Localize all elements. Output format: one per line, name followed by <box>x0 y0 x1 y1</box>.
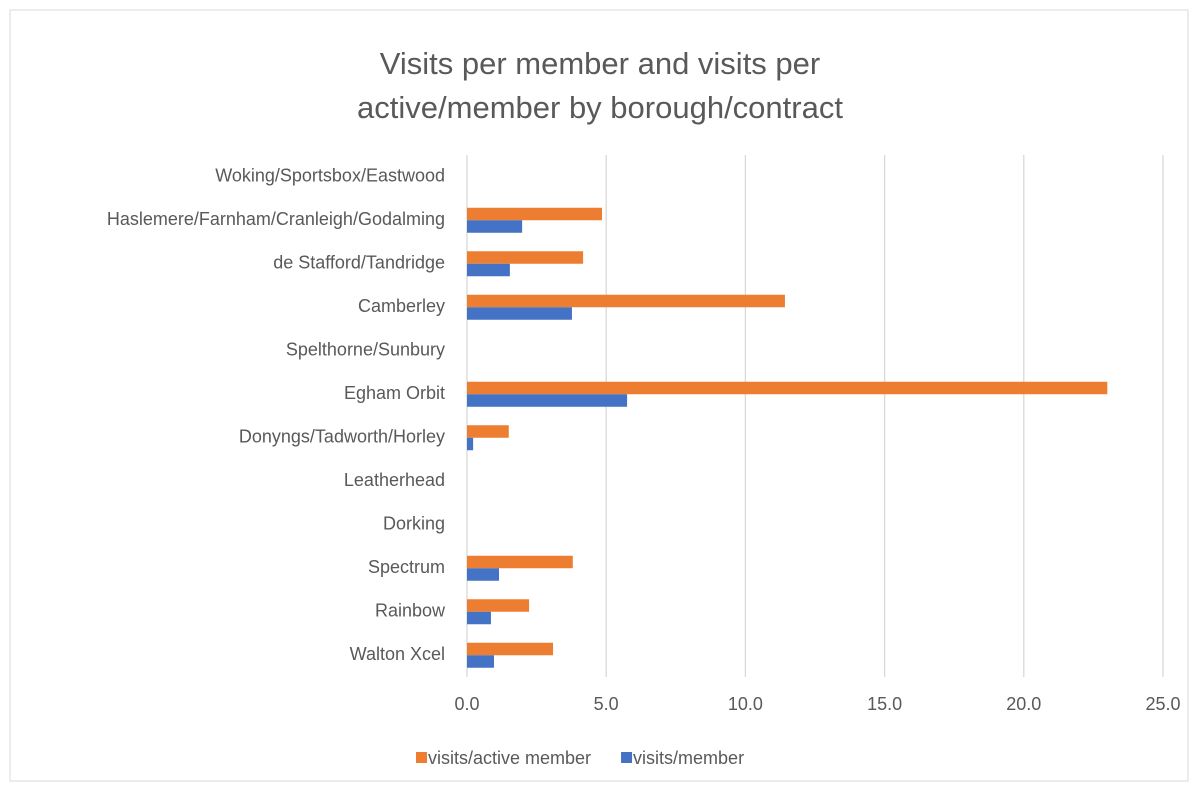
y-tick-label: Camberley <box>358 296 445 316</box>
y-tick-label: Dorking <box>383 514 445 534</box>
chart-title: Visits per member and visits per active/… <box>357 46 843 125</box>
bar <box>467 642 554 656</box>
bar <box>467 555 573 569</box>
bar <box>467 568 500 581</box>
legend-swatch <box>416 752 427 763</box>
y-tick-label: Egham Orbit <box>344 383 445 403</box>
bar <box>467 307 572 320</box>
bar <box>467 381 1108 395</box>
y-tick-label: Haslemere/Farnham/Cranleigh/Godalming <box>107 209 445 229</box>
x-tick-label: 5.0 <box>594 694 619 714</box>
y-tick-label: Woking/Sportsbox/Eastwood <box>215 166 445 186</box>
x-tick-label: 25.0 <box>1145 694 1180 714</box>
legend-label: visits/member <box>633 748 744 768</box>
legend-label: visits/active member <box>428 748 591 768</box>
y-tick-label: Donyngs/Tadworth/Horley <box>239 427 445 447</box>
bar <box>467 394 628 407</box>
bar <box>467 207 603 221</box>
y-tick-label: Leatherhead <box>344 470 445 490</box>
y-tick-label: Spectrum <box>368 557 445 577</box>
bar <box>467 294 785 308</box>
y-tick-label: Spelthorne/Sunbury <box>286 340 445 360</box>
bar <box>467 425 509 438</box>
y-tick-label: Rainbow <box>375 601 446 621</box>
x-tick-label: 0.0 <box>454 694 479 714</box>
bar <box>467 263 510 277</box>
y-tick-label: Walton Xcel <box>350 644 445 664</box>
bar <box>467 437 474 451</box>
x-tick-label: 15.0 <box>867 694 902 714</box>
bar <box>467 599 530 612</box>
x-tick-label: 10.0 <box>728 694 763 714</box>
bar <box>467 611 491 625</box>
bar <box>467 220 523 233</box>
x-tick-label: 20.0 <box>1006 694 1041 714</box>
bar <box>467 655 495 668</box>
legend-swatch <box>621 752 633 763</box>
y-tick-label: de Stafford/Tandridge <box>273 253 445 273</box>
bar <box>467 251 584 264</box>
